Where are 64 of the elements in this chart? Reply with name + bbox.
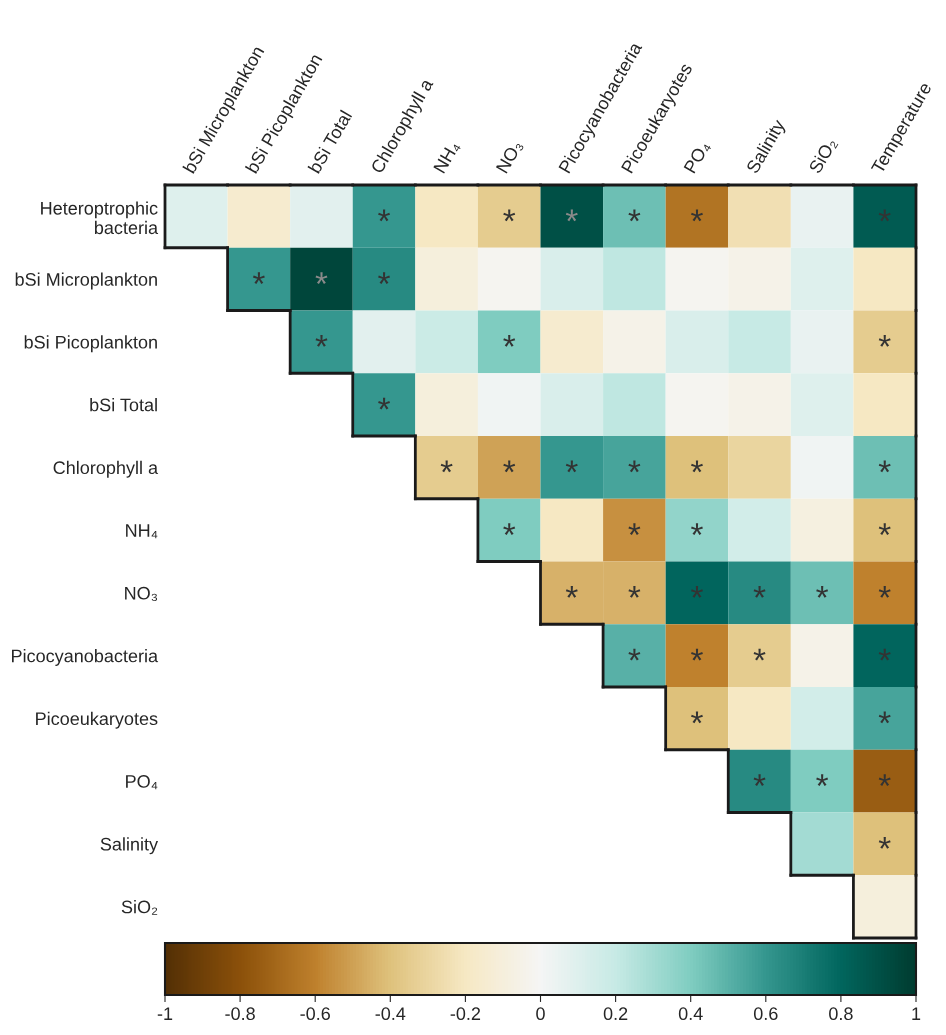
data-label: * (753, 586, 766, 598)
data-label: * (628, 523, 641, 536)
y-tick-label: bSi Total (90, 398, 157, 412)
data-label: * (691, 523, 703, 536)
y-tick-label: PO₄ (126, 775, 158, 790)
data-label: * (878, 335, 891, 347)
data-label: * (503, 209, 516, 222)
y-tick-label: Chlorophyll a (53, 460, 159, 478)
color-bar-label: 1 (912, 1007, 921, 1020)
y-tick-label: bSi Picoplankton (24, 335, 157, 353)
color-bar-label: 0 (536, 1007, 545, 1021)
data-label: * (753, 774, 766, 787)
data-label: * (315, 335, 328, 347)
data-label: * (503, 460, 516, 473)
data-label: * (628, 648, 641, 661)
data-label: * (378, 272, 391, 285)
data-label: * (565, 586, 578, 598)
data-label: * (878, 837, 891, 849)
data-label: * (315, 272, 328, 285)
data-label: * (878, 460, 891, 473)
y-tick-label: NH₄ (126, 524, 158, 539)
data-label: * (691, 209, 703, 222)
color-bar-label: -1 (157, 1007, 173, 1020)
color-bar-label: 0.8 (829, 1007, 853, 1021)
data-label: * (691, 586, 703, 598)
data-label: * (816, 774, 829, 787)
data-label: * (503, 523, 516, 536)
data-label: * (440, 460, 453, 473)
data-label: * (878, 774, 891, 787)
data-label: * (878, 586, 891, 598)
data-label: * (753, 648, 766, 661)
data-label: * (565, 209, 578, 222)
data-label: * (878, 209, 891, 222)
y-tick-label: Picocyanobacteria (12, 649, 159, 666)
data-label: * (878, 648, 891, 661)
y-tick-label: Heteroptrophic bacteria (41, 201, 159, 235)
data-label: * (252, 272, 265, 285)
data-label: * (503, 335, 516, 347)
color-bar-label: -0.4 (375, 1007, 406, 1021)
y-tick-label: Salinity (100, 837, 159, 855)
data-label: * (691, 648, 703, 661)
color-bar-label: 0.4 (678, 1007, 703, 1021)
data-label: * (878, 523, 891, 536)
data-label: * (565, 460, 578, 473)
data-label: * (378, 209, 391, 222)
data-label: * (691, 711, 703, 724)
y-tick-label: NO₃ (125, 586, 158, 602)
color-bar-label: -0.8 (225, 1007, 255, 1021)
color-bar-label: -0.6 (300, 1007, 330, 1021)
x-tick-label: NO₃ (495, 139, 525, 175)
y-tick-label: SiO₂ (121, 900, 158, 915)
data-label: * (628, 586, 641, 598)
color-bar-label: 0.2 (603, 1007, 628, 1021)
data-label: * (378, 397, 391, 410)
data-label: * (691, 460, 703, 473)
color-bar-label: 0.6 (753, 1007, 778, 1021)
x-tick-label: NH₄ (433, 140, 462, 175)
y-tick-label: bSi Microplankton (15, 272, 157, 290)
y-tick-label: Picoeukaryotes (36, 711, 158, 729)
data-label: * (628, 460, 641, 473)
color-bar-label: -0.2 (450, 1007, 481, 1021)
data-label: * (628, 209, 641, 222)
data-label: * (816, 586, 829, 598)
data-label: * (878, 711, 891, 724)
